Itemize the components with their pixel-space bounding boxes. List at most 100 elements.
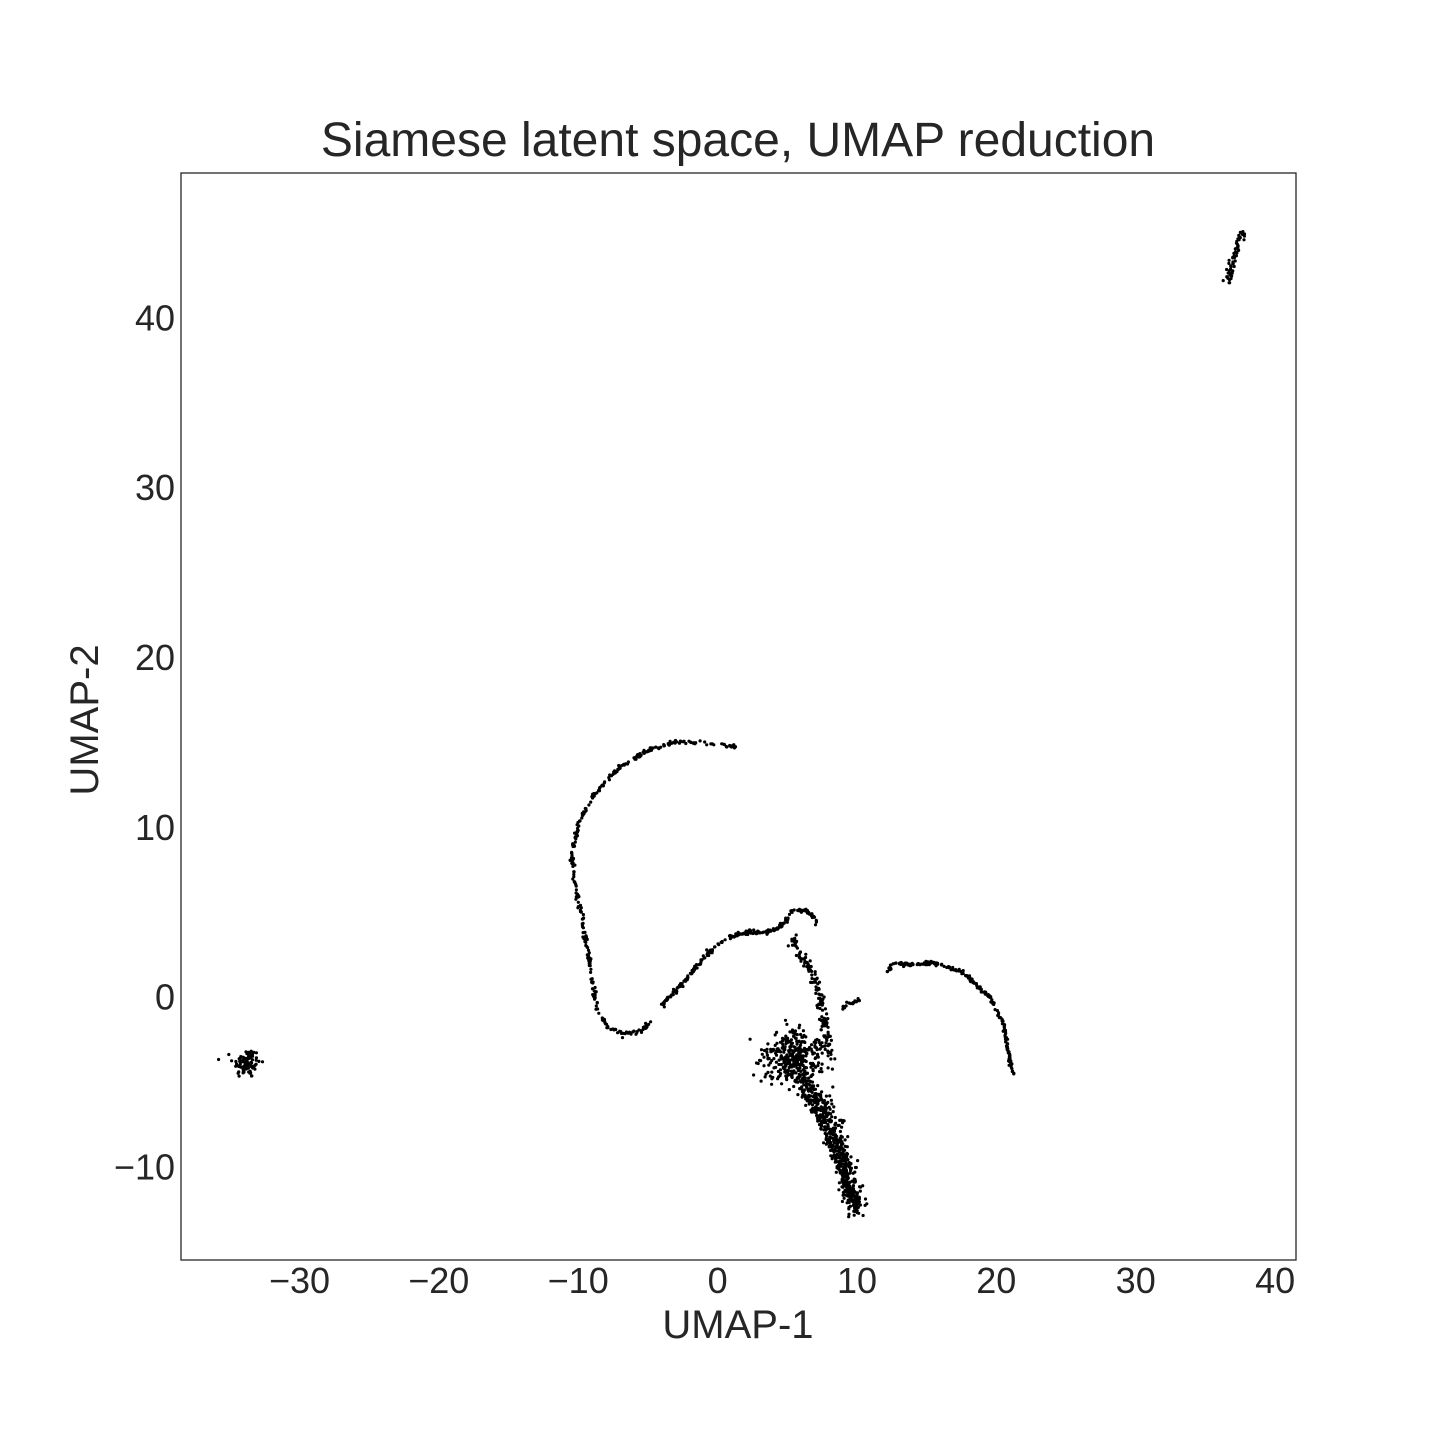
scatter-point-dense-body-lower (808, 1084, 811, 1087)
scatter-point-dense-body-lower (821, 1101, 824, 1104)
scatter-point-dense-body-left (792, 1085, 795, 1088)
scatter-point-far-left-cluster (230, 1059, 233, 1062)
scatter-point-stem (795, 933, 798, 936)
scatter-point-stem (820, 993, 823, 996)
scatter-point-stem (809, 959, 812, 962)
scatter-point-big-arc (621, 1036, 624, 1039)
scatter-point-dense-body-lower (830, 1115, 833, 1118)
scatter-point-dense-body-bottom-edge (803, 1088, 806, 1091)
scatter-point-right-stub (842, 1005, 845, 1008)
scatter-point-dense-body-left (781, 1039, 784, 1042)
scatter-point-big-arc (572, 861, 575, 864)
scatter-point-middle-curve (702, 957, 705, 960)
scatter-point-dense-body-lower (849, 1205, 852, 1208)
scatter-point-big-arc (579, 909, 582, 912)
scatter-point-far-left-cluster (234, 1060, 237, 1063)
scatter-point-right-arc (916, 962, 919, 965)
scatter-point-big-arc (649, 1020, 652, 1023)
scatter-point-big-arc (574, 881, 577, 884)
scatter-point-dense-body-lower (809, 1080, 812, 1083)
scatter-point-far-left-cluster (241, 1065, 244, 1068)
scatter-point-dense-body-left (816, 1064, 819, 1067)
scatter-point-stem (818, 981, 821, 984)
scatter-point-dense-body-lower (825, 1107, 828, 1110)
scatter-point-dense-body-lower (849, 1162, 852, 1165)
scatter-point-dense-body-lower (843, 1119, 846, 1122)
scatter-point-stem (796, 947, 799, 950)
scatter-point-stem (816, 989, 819, 992)
scatter-point-middle-curve (679, 985, 682, 988)
scatter-point-stem (817, 1003, 820, 1006)
scatter-point-dense-body-bottom-edge (836, 1165, 839, 1168)
scatter-point-big-arc (644, 1022, 647, 1025)
scatter-point-dense-body-lower (859, 1190, 862, 1193)
scatter-point-big-arc (591, 987, 594, 990)
scatter-point-upper-right-streak (1239, 231, 1242, 234)
scatter-point-big-arc (618, 1030, 621, 1033)
scatter-point-dense-body-lower (822, 1141, 825, 1144)
scatter-point-dense-body-left (805, 1052, 808, 1055)
scatter-point-dense-body-bottom-edge (819, 1113, 822, 1116)
scatter-point-right-arc (1012, 1072, 1015, 1075)
scatter-point-dense-body-bottom-edge (831, 1155, 834, 1158)
chart-title: Siamese latent space, UMAP reduction (321, 114, 1155, 167)
scatter-point-stem (814, 992, 817, 995)
scatter-point-dense-body-left (786, 1041, 789, 1044)
scatter-point-right-arc (1010, 1066, 1013, 1069)
scatter-point-dense-body-left (766, 1057, 769, 1060)
scatter-point-dense-body-left (798, 1026, 801, 1029)
scatter-point-middle-curve (693, 967, 696, 970)
scatter-point-dense-body-left (789, 1063, 792, 1066)
scatter-point-right-arc (889, 967, 892, 970)
scatter-point-middle-curve (791, 911, 794, 914)
scatter-point-dense-body-left (801, 1036, 804, 1039)
scatter-point-dense-body-left (770, 1077, 773, 1080)
scatter-point-dense-body-bottom-edge (844, 1160, 847, 1163)
scatter-point-big-arc (689, 741, 692, 744)
scatter-point-stem (816, 977, 819, 980)
scatter-point-dense-body-left (802, 1068, 805, 1071)
scatter-point-dense-body-left (794, 1046, 797, 1049)
scatter-point-dense-body-left (817, 1061, 820, 1064)
scatter-point-big-arc (577, 905, 580, 908)
scatter-point-dense-body-lower (852, 1172, 855, 1175)
scatter-point-dense-body-left (792, 1034, 795, 1037)
scatter-point-middle-curve (705, 948, 708, 951)
scatter-point-dense-body-left (791, 1070, 794, 1073)
x-tick-label: −20 (408, 1260, 469, 1301)
x-tick-label: 0 (708, 1260, 728, 1301)
scatter-point-right-arc (958, 968, 961, 971)
scatter-point-big-arc (699, 739, 702, 742)
scatter-point-big-arc (574, 841, 577, 844)
scatter-point-dense-body-lower (849, 1168, 852, 1171)
scatter-point-right-arc (978, 985, 981, 988)
scatter-point-dense-body-bottom-edge (849, 1196, 852, 1199)
scatter-point-dense-body-left (766, 1071, 769, 1074)
scatter-point-middle-curve (799, 909, 802, 912)
scatter-point-dense-body-lower (844, 1145, 847, 1148)
scatter-point-upper-right-streak (1235, 242, 1238, 245)
scatter-point-middle-curve (803, 909, 806, 912)
scatter-point-dense-body-left (784, 1035, 787, 1038)
scatter-point-upper-right-streak (1228, 259, 1231, 262)
scatter-point-stem (803, 957, 806, 960)
scatter-point-stem (825, 1024, 828, 1027)
scatter-point-middle-curve (706, 953, 709, 956)
scatter-point-upper-right-streak (1229, 268, 1232, 271)
scatter-point-stem (822, 1020, 825, 1023)
scatter-point-dense-body-bottom-edge (799, 1087, 802, 1090)
scatter-point-right-arc (975, 982, 978, 985)
scatter-point-dense-body-left (813, 1064, 816, 1067)
scatter-point-right-arc (894, 962, 897, 965)
scatter-point-middle-curve (674, 990, 677, 993)
scatter-point-middle-curve (814, 923, 817, 926)
scatter-point-big-arc (573, 832, 576, 835)
scatter-point-big-arc (587, 954, 590, 957)
scatter-point-dense-body-bottom-edge (847, 1176, 850, 1179)
scatter-point-big-arc (623, 764, 626, 767)
scatter-point-middle-curve (739, 932, 742, 935)
scatter-point-far-left-cluster (249, 1071, 252, 1074)
scatter-point-dense-body-left (774, 1066, 777, 1069)
scatter-point-dense-body-left (821, 1052, 824, 1055)
scatter-point-big-arc (577, 901, 580, 904)
